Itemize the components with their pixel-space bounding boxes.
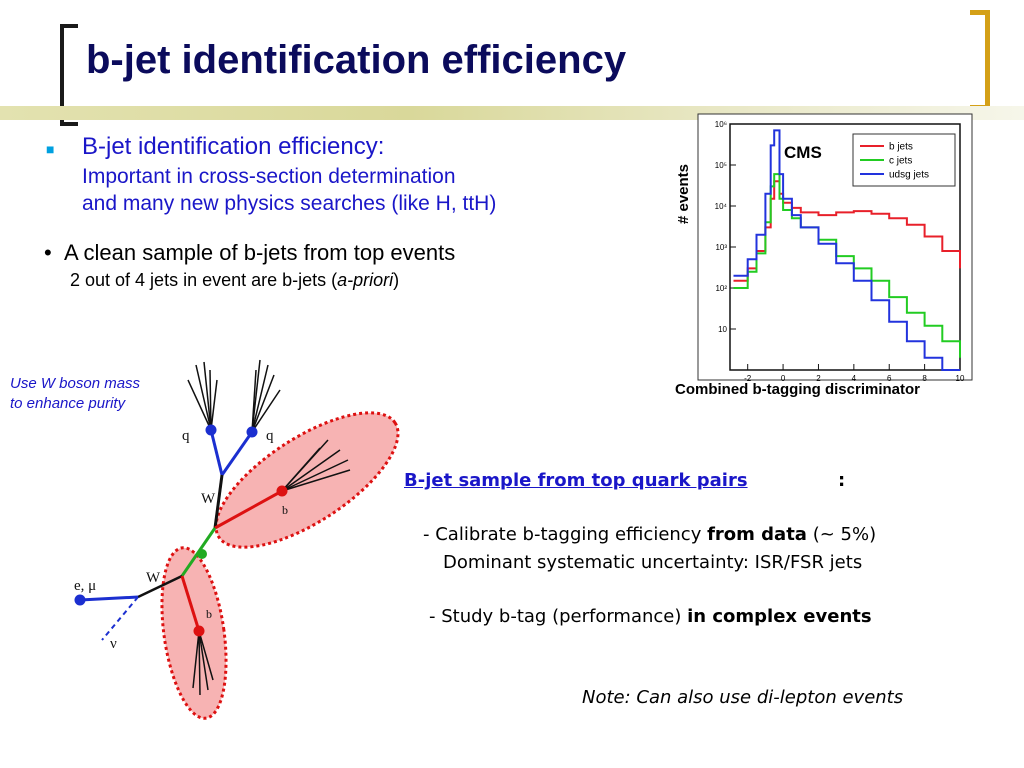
x-tick-label: 2 bbox=[816, 374, 821, 383]
right-bracket-decoration bbox=[970, 10, 990, 110]
q-vertex-1 bbox=[205, 424, 217, 436]
bullet1-line2: and many new physics searches (like H, t… bbox=[82, 192, 497, 215]
b-vertex-bottom bbox=[193, 625, 205, 637]
bullet2-sub: 2 out of 4 jets in event are b-jets (a-p… bbox=[70, 270, 399, 291]
dilepton-note: Note: Can also use di-lepton events bbox=[582, 687, 904, 708]
diagram-note-line2: to enhance purity bbox=[10, 395, 126, 412]
label-w-top: W bbox=[201, 491, 216, 507]
bullet1-heading: B-jet identification efficiency: bbox=[82, 133, 385, 160]
y-tick-label: 10⁵ bbox=[715, 161, 727, 170]
top-decay-diagram: q q W b e, μ W b ν bbox=[74, 359, 400, 720]
x-tick-label: 10 bbox=[956, 374, 965, 383]
bullet2-heading-text: A clean sample of b-jets from top events bbox=[63, 240, 456, 265]
cms-label: CMS bbox=[784, 143, 822, 162]
diagram-note: Use W boson mass to enhance purity bbox=[10, 374, 190, 414]
bullet2-heading: • A clean sample of b-jets from top even… bbox=[44, 240, 456, 265]
series-line-udsg-jets bbox=[733, 129, 960, 371]
study-bold: in complex events bbox=[687, 606, 872, 627]
label-nu: ν bbox=[110, 636, 117, 652]
y-tick-label: 10⁶ bbox=[715, 120, 727, 129]
w-boson-line-bottom bbox=[137, 574, 183, 599]
label-q1: q bbox=[182, 428, 190, 444]
b-jet-lines-bottom bbox=[192, 630, 214, 696]
x-tick-label: -2 bbox=[744, 374, 752, 383]
b-jet-lines-top bbox=[281, 439, 351, 492]
lepton-vertex bbox=[74, 594, 86, 606]
legend-label: b jets bbox=[889, 142, 913, 153]
x-tick-label: 6 bbox=[887, 374, 892, 383]
label-b-top: b bbox=[282, 503, 288, 517]
y-tick-label: 10² bbox=[715, 284, 727, 293]
bullet2-sub-suffix: ) bbox=[393, 270, 400, 290]
bullet1-line1: Important in cross-section determination bbox=[82, 165, 456, 188]
calibrate-line: - Calibrate b-tagging efficiency from da… bbox=[423, 524, 876, 545]
x-tick-label: 8 bbox=[922, 374, 927, 383]
lepton-line bbox=[79, 595, 139, 602]
top-line-upper bbox=[213, 474, 224, 529]
neutrino-line bbox=[101, 596, 139, 641]
systematic-line: Dominant systematic uncertainty: ISR/FSR… bbox=[443, 552, 863, 573]
calibrate-prefix: - Calibrate b-tagging efficiency bbox=[423, 524, 708, 545]
plot-caption: Combined b-tagging discriminator bbox=[675, 381, 921, 398]
calibrate-suffix: (~ 5%) bbox=[806, 524, 877, 545]
study-prefix: - Study b-tag (performance) bbox=[429, 606, 688, 627]
y-tick-label: 10⁴ bbox=[715, 202, 728, 211]
slide-title: b-jet identification efficiency bbox=[86, 38, 627, 82]
diagram-note-line1: Use W boson mass bbox=[10, 375, 141, 392]
square-bullet-icon: ■ bbox=[46, 141, 55, 157]
section-heading-colon: : bbox=[838, 470, 846, 491]
legend: b jets c jets udsg jets bbox=[852, 133, 956, 187]
study-line: - Study b-tag (performance) in complex e… bbox=[429, 606, 872, 627]
q-jet-lines bbox=[187, 359, 281, 433]
bullet2-sub-italic: a-priori bbox=[337, 270, 394, 290]
calibrate-bold: from data bbox=[707, 524, 807, 545]
b-quark-line-top bbox=[214, 489, 283, 530]
legend-label: c jets bbox=[889, 156, 912, 167]
x-tick-label: 0 bbox=[781, 374, 786, 383]
w-boson-lines-top bbox=[209, 429, 254, 476]
legend-label: udsg jets bbox=[889, 170, 929, 181]
y-tick-label: 10 bbox=[718, 325, 727, 334]
b-vertex-top bbox=[276, 485, 288, 497]
label-q2: q bbox=[266, 428, 274, 444]
q-vertex-2 bbox=[246, 426, 258, 438]
left-bracket-decoration bbox=[60, 24, 78, 126]
x-tick-label: 4 bbox=[852, 374, 857, 383]
label-lepton: e, μ bbox=[74, 578, 96, 594]
label-b-bottom: b bbox=[206, 607, 212, 621]
label-w-bottom: W bbox=[146, 570, 161, 586]
section-heading: B-jet sample from top quark pairs bbox=[404, 470, 748, 491]
plot-ylabel: # events bbox=[675, 164, 692, 224]
b-quark-line-bottom bbox=[180, 575, 201, 632]
top-vertex bbox=[197, 549, 207, 559]
bullet2-sub-prefix: 2 out of 4 jets in event are b-jets ( bbox=[70, 270, 338, 290]
b-jet-ellipse-top bbox=[214, 411, 400, 549]
y-tick-label: 10³ bbox=[715, 243, 727, 252]
